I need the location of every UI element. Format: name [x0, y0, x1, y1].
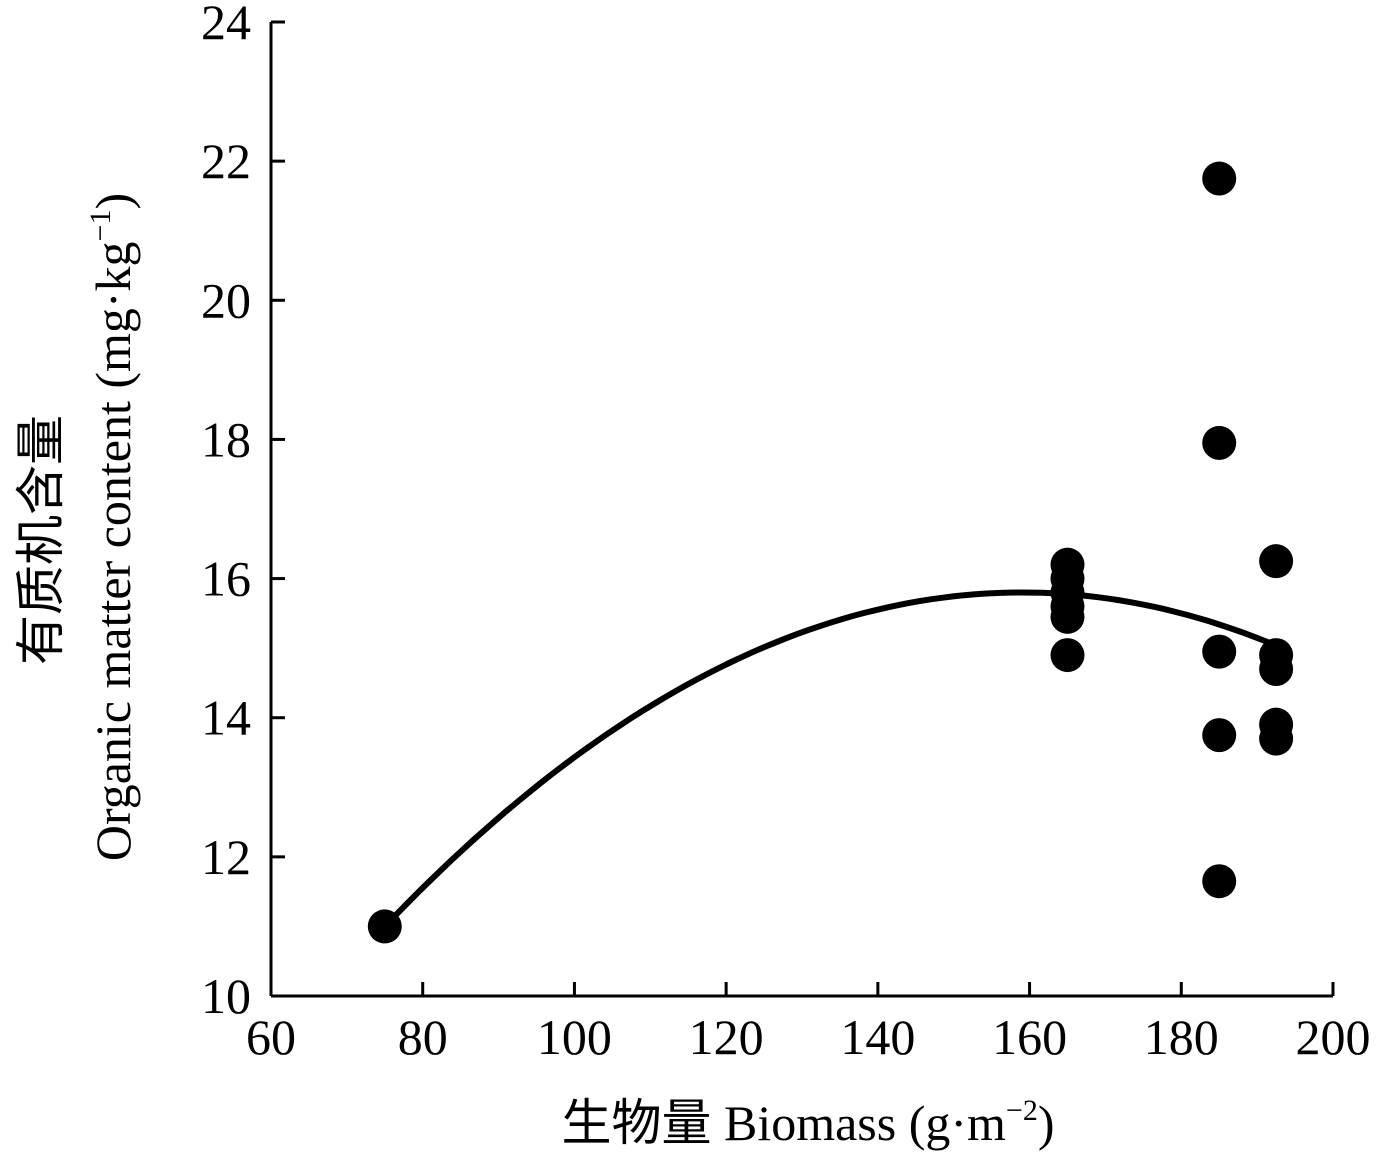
x-axis-title: 生物量 Biomass (g·m−2): [561, 1094, 1054, 1151]
data-point: [1050, 638, 1085, 673]
data-point: [1259, 544, 1294, 579]
y-tick-label: 12: [201, 829, 251, 885]
y-tick-label: 18: [201, 411, 251, 467]
data-point: [367, 909, 402, 944]
data-point: [1259, 652, 1294, 687]
data-point: [1202, 634, 1237, 669]
x-tick-label: 200: [1296, 1009, 1371, 1065]
y-tick-label: 24: [201, 0, 251, 50]
y-axis-title-cn: 有质机含量: [13, 415, 69, 665]
x-tick-label: 80: [398, 1009, 448, 1065]
x-tick-label: 120: [689, 1009, 764, 1065]
y-tick-label: 16: [201, 551, 251, 607]
data-point: [1259, 721, 1294, 756]
x-tick-label: 160: [992, 1009, 1067, 1065]
y-tick-label: 22: [201, 133, 251, 189]
x-axis-ticks: 60 80 100 120 140 160 180 200: [246, 982, 1371, 1065]
y-axis-ticks: 10 12 14 16 18 20 22 24: [201, 0, 285, 1024]
data-point: [1050, 599, 1085, 634]
y-tick-label: 10: [201, 968, 251, 1024]
x-tick-label: 140: [840, 1009, 915, 1065]
data-point: [1202, 161, 1237, 196]
fit-curve: [382, 589, 1278, 929]
data-points: [367, 161, 1294, 944]
data-point: [1202, 425, 1237, 460]
y-tick-label: 20: [201, 272, 251, 328]
data-point: [1202, 864, 1237, 899]
x-tick-label: 60: [246, 1009, 296, 1065]
y-tick-label: 14: [201, 690, 251, 746]
x-tick-label: 100: [537, 1009, 612, 1065]
x-tick-label: 180: [1144, 1009, 1219, 1065]
axes: [269, 22, 1333, 998]
data-point: [1202, 718, 1237, 753]
y-axis-title: Organic matter content (mg·kg−1): [84, 193, 141, 861]
